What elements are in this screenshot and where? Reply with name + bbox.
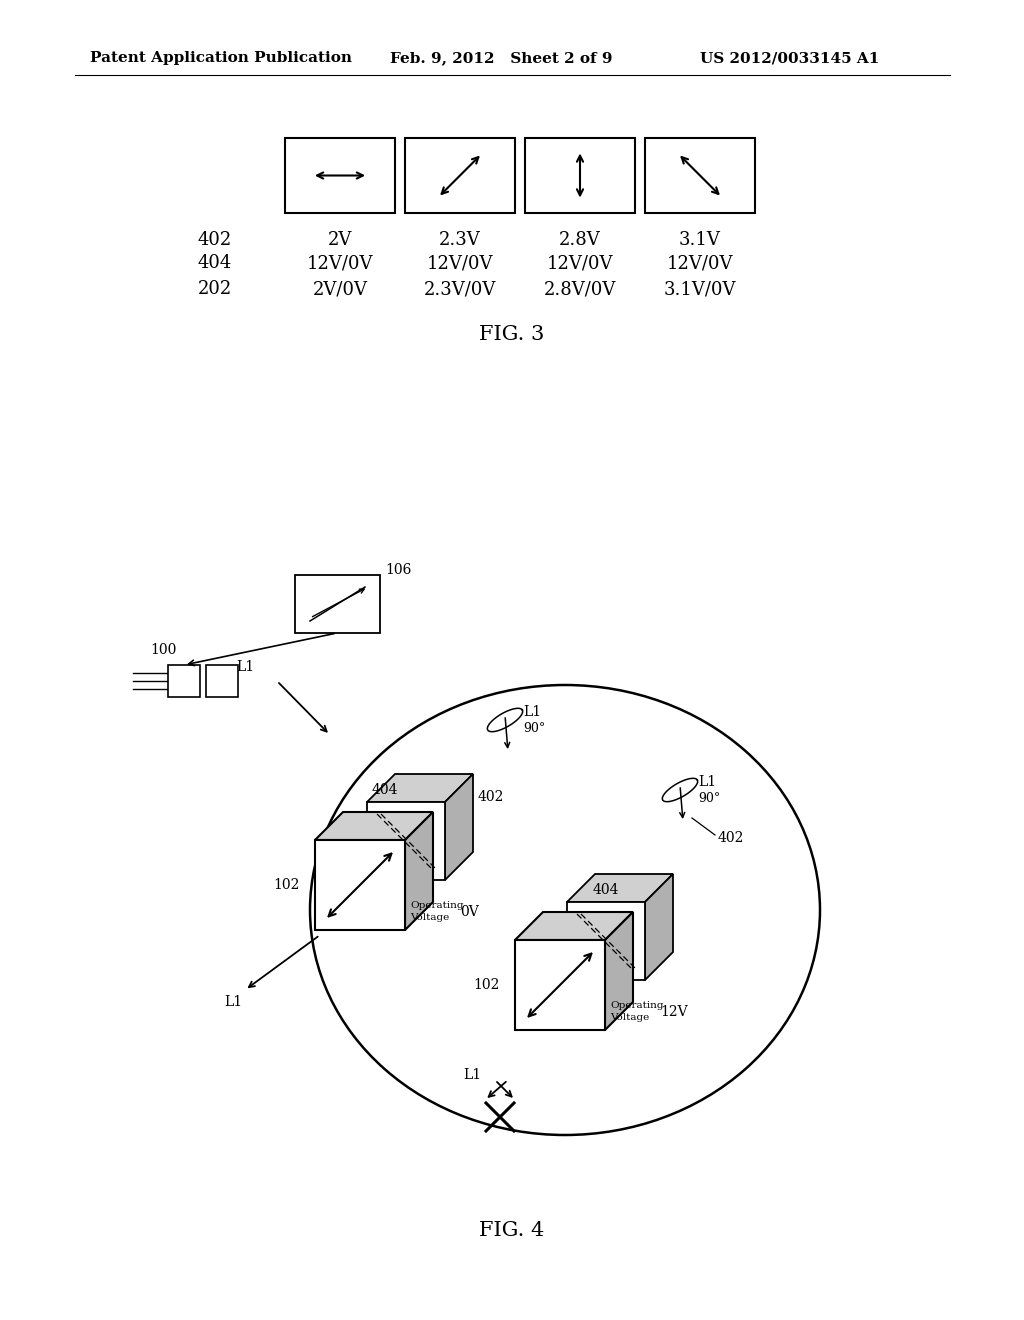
Polygon shape	[315, 812, 433, 840]
Text: L1: L1	[698, 775, 716, 789]
Text: 0V: 0V	[460, 906, 479, 919]
Polygon shape	[645, 874, 673, 979]
Text: 2.8V: 2.8V	[559, 231, 601, 249]
Text: 3.1V/0V: 3.1V/0V	[664, 280, 736, 298]
Text: 100: 100	[150, 643, 176, 657]
Text: Operating: Operating	[610, 1001, 664, 1010]
Text: Voltage: Voltage	[410, 913, 450, 923]
Text: 2.8V/0V: 2.8V/0V	[544, 280, 616, 298]
Polygon shape	[567, 874, 673, 902]
Text: 12V: 12V	[660, 1005, 688, 1019]
Polygon shape	[605, 912, 633, 1030]
Text: 2V/0V: 2V/0V	[312, 280, 368, 298]
Text: Feb. 9, 2012   Sheet 2 of 9: Feb. 9, 2012 Sheet 2 of 9	[390, 51, 612, 65]
Text: FIG. 3: FIG. 3	[479, 326, 545, 345]
Text: 102: 102	[474, 978, 500, 993]
Polygon shape	[515, 940, 605, 1030]
Text: L1: L1	[224, 995, 242, 1008]
Text: 404: 404	[372, 783, 398, 797]
Text: 2.3V: 2.3V	[439, 231, 481, 249]
Text: L1: L1	[236, 660, 254, 675]
Text: 12V/0V: 12V/0V	[547, 253, 613, 272]
Text: 3.1V: 3.1V	[679, 231, 721, 249]
Polygon shape	[168, 665, 200, 697]
Text: 202: 202	[198, 280, 232, 298]
Text: 402: 402	[198, 231, 232, 249]
Text: 102: 102	[273, 878, 300, 892]
Text: 90°: 90°	[523, 722, 545, 734]
Polygon shape	[515, 912, 633, 940]
Text: 402: 402	[718, 832, 744, 845]
Polygon shape	[295, 576, 380, 634]
Text: 106: 106	[385, 564, 412, 577]
Text: 402: 402	[478, 789, 505, 804]
Polygon shape	[445, 774, 473, 880]
Text: Voltage: Voltage	[610, 1014, 649, 1023]
Text: US 2012/0033145 A1: US 2012/0033145 A1	[700, 51, 880, 65]
Text: L1: L1	[463, 1068, 481, 1082]
Polygon shape	[315, 840, 406, 931]
Polygon shape	[367, 774, 473, 803]
Text: Patent Application Publication: Patent Application Publication	[90, 51, 352, 65]
Text: FIG. 4: FIG. 4	[479, 1221, 545, 1239]
Polygon shape	[406, 812, 433, 931]
Text: 2V: 2V	[328, 231, 352, 249]
Polygon shape	[367, 803, 445, 880]
Text: 2.3V/0V: 2.3V/0V	[424, 280, 497, 298]
Text: 12V/0V: 12V/0V	[427, 253, 494, 272]
Text: 404: 404	[198, 253, 232, 272]
Polygon shape	[206, 665, 238, 697]
Text: 404: 404	[593, 883, 620, 898]
Text: 12V/0V: 12V/0V	[307, 253, 374, 272]
Text: 90°: 90°	[698, 792, 720, 804]
Text: 12V/0V: 12V/0V	[667, 253, 733, 272]
Text: Operating: Operating	[410, 900, 464, 909]
Polygon shape	[567, 902, 645, 979]
Text: L1: L1	[523, 705, 541, 719]
